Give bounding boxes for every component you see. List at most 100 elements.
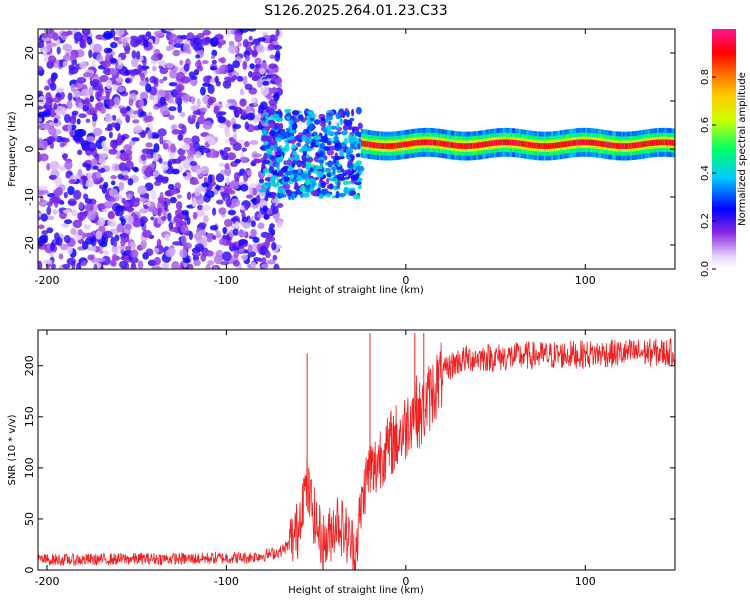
carrier-cell xyxy=(497,139,500,146)
noise-blob xyxy=(85,236,95,245)
transition-blob xyxy=(343,137,349,144)
noise-blob xyxy=(108,148,118,155)
carrier-cell xyxy=(567,140,570,147)
noise-blob xyxy=(84,203,94,213)
noise-blob xyxy=(202,205,211,212)
carrier-cell xyxy=(590,139,593,146)
transition-blob xyxy=(326,112,333,118)
noise-blob xyxy=(202,120,213,130)
carrier-cell xyxy=(569,140,572,147)
transition-blob xyxy=(313,119,321,125)
noise-blob xyxy=(103,230,113,239)
noise-blob xyxy=(92,165,99,170)
noise-blob xyxy=(118,162,127,172)
transition-blob xyxy=(321,189,327,196)
noise-blob xyxy=(58,253,64,260)
transition-blob xyxy=(291,160,299,165)
carrier-cell xyxy=(373,142,376,149)
noise-blob xyxy=(254,57,262,65)
carrier-cell xyxy=(621,143,624,149)
noise-blob xyxy=(238,248,245,253)
noise-blob xyxy=(44,85,50,91)
carrier-cell xyxy=(549,143,552,149)
noise-blob xyxy=(110,174,117,180)
transition-blob xyxy=(342,125,350,131)
noise-blob xyxy=(165,45,171,52)
carrier-cell xyxy=(547,143,550,149)
carrier-cell xyxy=(669,139,672,146)
noise-blob xyxy=(117,173,124,180)
carrier-cell xyxy=(538,143,541,149)
transition-blob xyxy=(302,192,310,198)
noise-blob xyxy=(234,158,242,164)
transition-blob xyxy=(316,187,321,191)
noise-blob xyxy=(67,246,73,255)
noise-blob xyxy=(270,204,276,211)
spectrogram-marks xyxy=(38,29,675,269)
noise-blob xyxy=(221,251,232,262)
noise-blob xyxy=(130,58,139,68)
transition-blob xyxy=(349,141,357,149)
noise-blob xyxy=(99,176,104,183)
noise-blob xyxy=(205,263,211,269)
transition-blob xyxy=(351,108,355,117)
noise-blob xyxy=(207,138,217,146)
noise-blob xyxy=(249,139,259,145)
carrier-cell xyxy=(626,143,629,149)
noise-blob xyxy=(181,93,191,102)
noise-blob xyxy=(116,77,124,84)
noise-blob xyxy=(272,254,278,261)
noise-blob xyxy=(52,208,58,215)
noise-blob xyxy=(110,180,116,186)
noise-blob xyxy=(247,29,257,32)
carrier-cell xyxy=(366,141,369,148)
noise-blob xyxy=(99,106,107,114)
noise-blob xyxy=(211,207,217,216)
noise-blob xyxy=(60,107,67,117)
noise-blob xyxy=(201,60,209,65)
noise-blob xyxy=(171,124,178,130)
noise-blob xyxy=(168,82,178,87)
noise-blob xyxy=(218,162,225,167)
transition-blob xyxy=(282,183,291,190)
noise-blob xyxy=(219,65,224,75)
noise-blob xyxy=(159,67,169,75)
transition-blob xyxy=(339,149,344,157)
noise-blob xyxy=(180,235,187,245)
carrier-cell xyxy=(377,142,380,149)
noise-blob xyxy=(167,212,172,222)
noise-blob xyxy=(225,197,232,208)
carrier-cell xyxy=(395,142,398,149)
noise-blob xyxy=(146,153,152,160)
carrier-cell xyxy=(592,139,595,146)
carrier-cell xyxy=(430,139,434,146)
colorbar-ticks: 0.0 0.2 0.4 0.6 0.8 xyxy=(700,69,716,277)
transition-blob xyxy=(339,118,343,126)
carrier-cell xyxy=(622,143,626,149)
carrier-cell xyxy=(436,140,439,146)
noise-blob xyxy=(143,204,148,209)
noise-blob xyxy=(139,98,144,108)
transition-blob xyxy=(260,135,269,142)
noise-blob xyxy=(130,249,139,259)
noise-blob xyxy=(265,94,274,100)
spectrogram-ylabel: Frequency (Hz) xyxy=(7,111,18,187)
noise-blob xyxy=(252,236,260,243)
noise-blob xyxy=(183,63,190,72)
noise-blob xyxy=(169,196,177,204)
carrier-cell xyxy=(389,143,392,149)
noise-blob xyxy=(162,142,169,150)
transition-blob xyxy=(290,115,296,120)
carrier-cell xyxy=(425,139,428,146)
noise-blob xyxy=(202,29,212,36)
snr-ytick-label: 100 xyxy=(23,457,36,478)
noise-blob xyxy=(259,101,268,110)
noise-blob xyxy=(73,90,82,98)
transition-blob xyxy=(357,142,361,150)
noise-blob xyxy=(82,72,92,78)
carrier-cell xyxy=(513,139,516,146)
transition-blob xyxy=(261,185,265,189)
noise-blob xyxy=(204,190,215,199)
carrier-cell xyxy=(554,142,558,149)
noise-blob xyxy=(256,44,266,54)
